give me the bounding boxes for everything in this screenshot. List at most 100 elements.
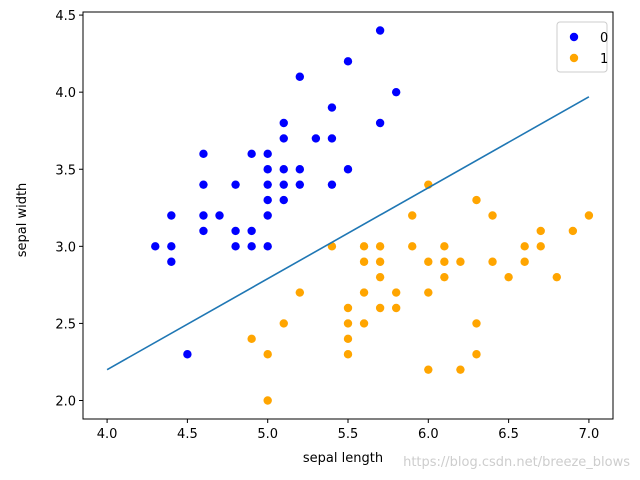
point-series-1-29: [343, 303, 353, 313]
point-series-0-3: [391, 87, 401, 97]
point-series-1-21: [375, 272, 385, 282]
point-series-1-5: [536, 226, 545, 236]
point-series-0-10: [199, 149, 208, 159]
y-tick-label-2: 3.0: [55, 240, 76, 255]
point-series-0-22: [327, 180, 337, 189]
point-series-1-24: [552, 272, 561, 282]
point-series-0-6: [375, 118, 385, 128]
point-series-0-23: [263, 195, 272, 205]
point-series-0-28: [263, 211, 272, 220]
point-series-1-14: [359, 257, 369, 266]
point-series-1-37: [343, 334, 353, 344]
point-series-0-8: [311, 134, 321, 143]
axes: 4.0 4.5 5.0 5.5 6.0 6.5 7.0 2.0 2.5 3.0 3.5 4.0 4.5: [55, 9, 614, 442]
point-series-1-19: [488, 257, 497, 266]
point-series-0-35: [247, 242, 256, 251]
point-series-1-30: [375, 303, 385, 313]
point-series-0-11: [247, 149, 256, 159]
point-series-0-30: [231, 226, 240, 236]
y-axis-label: sepal width: [15, 183, 30, 258]
legend: 01: [556, 21, 608, 73]
point-series-0-29: [199, 226, 208, 236]
point-series-1-33: [343, 319, 353, 328]
point-series-0-27: [215, 211, 224, 220]
point-series-0-15: [295, 165, 305, 174]
point-series-1-35: [472, 319, 481, 328]
point-series-0-32: [151, 242, 160, 251]
point-series-1-32: [279, 319, 288, 328]
point-series-1-31: [391, 303, 401, 313]
point-series-0-37: [167, 257, 176, 266]
point-series-1-4: [584, 211, 594, 220]
x-tick-label-6: 7.0: [579, 427, 600, 442]
point-series-1-6: [568, 226, 578, 236]
x-tick-label-3: 5.5: [338, 427, 359, 442]
point-series-1-27: [391, 288, 401, 297]
point-series-1-22: [440, 272, 449, 282]
point-series-1-26: [359, 288, 369, 297]
point-series-0-31: [247, 226, 256, 236]
point-series-0-4: [327, 103, 337, 112]
legend-marker-0: [569, 32, 579, 42]
y-tick-label-5: 4.5: [55, 9, 76, 24]
point-series-0-19: [263, 180, 272, 189]
point-series-1-17: [440, 257, 449, 266]
y-tick-label-3: 3.5: [55, 163, 76, 178]
legend-marker-1: [569, 53, 579, 63]
point-series-1-8: [359, 242, 369, 251]
x-tick-label-2: 5.0: [257, 427, 278, 442]
x-tick-label-5: 6.5: [498, 427, 519, 442]
point-series-0-24: [279, 195, 288, 205]
point-series-0-0: [375, 26, 385, 35]
point-series-1-38: [263, 350, 272, 359]
x-tick-label-0: 4.0: [97, 427, 118, 442]
point-series-1-42: [456, 365, 465, 374]
x-tick-label-1: 4.5: [177, 427, 198, 442]
x-axis-label: sepal length: [303, 451, 383, 466]
point-series-1-36: [247, 334, 256, 344]
point-series-1-23: [504, 272, 513, 282]
watermark: https://blog.csdn.net/breeze_blows: [403, 455, 630, 470]
point-series-1-20: [520, 257, 529, 266]
point-series-1-25: [295, 288, 305, 297]
point-series-0-36: [263, 242, 272, 251]
point-series-1-12: [520, 242, 529, 251]
y-tick-label-0: 2.0: [55, 395, 76, 410]
point-series-0-34: [231, 242, 240, 251]
point-series-0-17: [199, 180, 208, 189]
point-series-1-11: [440, 242, 449, 251]
point-series-1-43: [263, 396, 272, 405]
point-series-1-9: [375, 242, 385, 251]
point-series-1-16: [424, 257, 433, 266]
point-series-0-2: [295, 72, 305, 81]
point-series-1-18: [456, 257, 465, 266]
plot-area: [106, 26, 594, 405]
point-series-0-14: [279, 165, 288, 174]
x-tick-label-4: 6.0: [418, 427, 439, 442]
point-series-0-33: [167, 242, 176, 251]
point-series-0-16: [343, 165, 353, 174]
point-series-1-10: [408, 242, 417, 251]
point-series-1-13: [536, 242, 545, 251]
decision-boundary-line: [106, 96, 590, 371]
point-series-0-25: [167, 211, 176, 220]
point-series-0-1: [343, 57, 353, 66]
point-series-1-2: [408, 211, 417, 220]
point-series-0-26: [199, 211, 208, 220]
point-series-0-21: [295, 180, 305, 189]
point-series-0-20: [279, 180, 288, 189]
point-series-1-15: [375, 257, 385, 266]
y-tick-label-4: 4.0: [55, 86, 76, 101]
point-series-1-39: [343, 350, 353, 359]
point-series-0-12: [263, 149, 272, 159]
point-series-0-9: [327, 134, 337, 143]
legend-label-1: 1: [600, 52, 608, 67]
legend-label-0: 0: [600, 31, 608, 46]
point-series-1-28: [424, 288, 433, 297]
y-tick-label-1: 2.5: [55, 317, 76, 332]
point-series-1-34: [359, 319, 369, 328]
point-series-1-1: [472, 195, 481, 205]
point-series-0-18: [231, 180, 240, 189]
point-series-1-41: [424, 365, 433, 374]
